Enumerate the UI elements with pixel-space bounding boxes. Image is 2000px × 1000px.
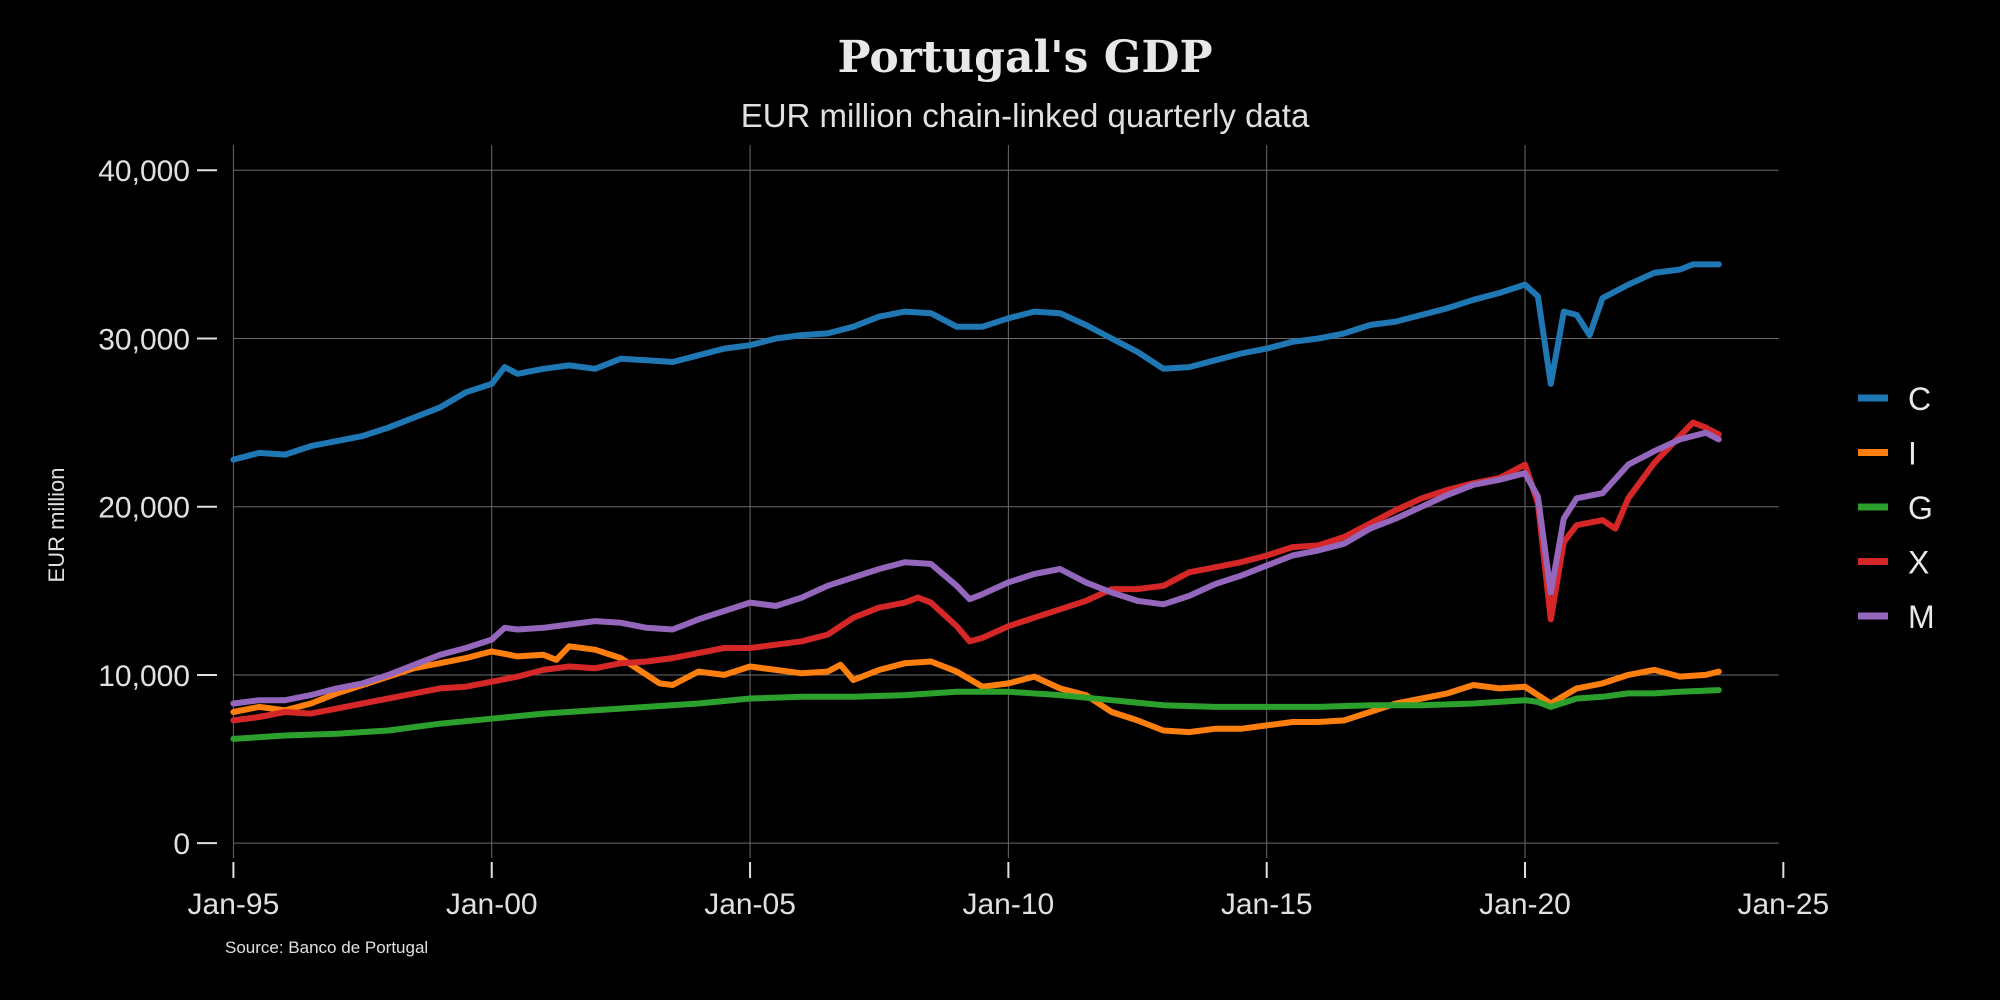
- series-lines: [230, 261, 1722, 742]
- x-tick-label: Jan-20: [1479, 888, 1571, 921]
- series-line-x: [230, 419, 1722, 724]
- series-line-i: [230, 643, 1722, 736]
- source-note: Source: Banco de Portugal: [225, 938, 428, 957]
- legend-label-x: X: [1908, 545, 1929, 581]
- y-tick-label: 30,000: [98, 323, 190, 356]
- legend-label-i: I: [1908, 436, 1917, 472]
- y-tick-label: 0: [173, 828, 190, 861]
- series-line-g: [230, 687, 1722, 742]
- x-tick-label: Jan-25: [1737, 888, 1829, 921]
- y-axis-label: EUR million: [44, 468, 69, 583]
- axes: 0 10,000 20,000 30,000 40,000 Jan-95 Jan-00 Jan…: [98, 155, 1829, 921]
- y-tick-label: 20,000: [98, 492, 190, 525]
- grid: [232, 145, 1779, 858]
- x-tick-label: Jan-10: [963, 888, 1055, 921]
- y-tick-label: 40,000: [98, 155, 190, 188]
- y-tick-label: 10,000: [98, 660, 190, 693]
- x-tick-label: Jan-05: [704, 888, 796, 921]
- legend-label-m: M: [1908, 599, 1935, 635]
- chart-title: Portugal's GDP: [837, 32, 1212, 83]
- series-line-c: [230, 261, 1722, 463]
- chart-subtitle: EUR million chain-linked quarterly data: [741, 97, 1310, 134]
- legend-label-c: C: [1908, 381, 1931, 417]
- x-tick-label: Jan-00: [446, 888, 538, 921]
- series-line-m: [230, 429, 1722, 707]
- x-tick-label: Jan-95: [188, 888, 280, 921]
- legend-label-g: G: [1908, 490, 1933, 526]
- x-tick-label: Jan-15: [1221, 888, 1313, 921]
